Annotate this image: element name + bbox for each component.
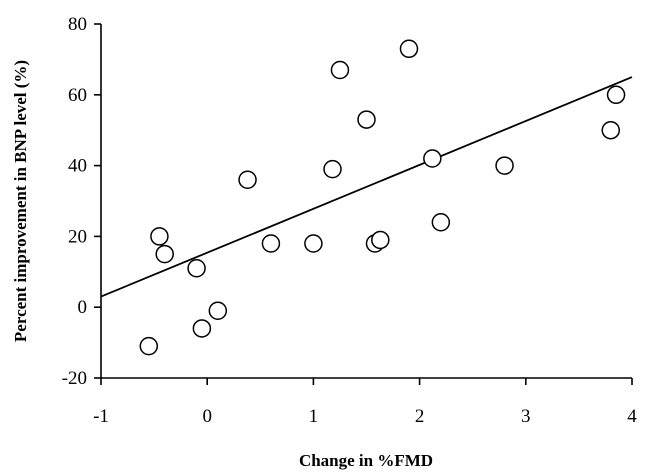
y-tick-label: 80 xyxy=(68,14,87,35)
x-axis-title: Change in %FMD xyxy=(299,451,433,470)
data-point xyxy=(155,244,174,264)
x-tick-label: 2 xyxy=(415,406,425,427)
data-point xyxy=(238,170,257,190)
y-tick-label: 60 xyxy=(68,85,87,106)
x-tick-label: 1 xyxy=(309,406,319,427)
y-axis: 80 60 40 20 0 -20 xyxy=(62,14,102,389)
data-point xyxy=(192,319,212,338)
y-tick-label: 20 xyxy=(68,226,87,247)
data-point xyxy=(304,234,323,253)
y-tick-label: 0 xyxy=(78,297,88,318)
data-point xyxy=(139,336,159,356)
x-tick-label: 0 xyxy=(202,406,212,427)
regression-line xyxy=(100,76,633,298)
x-tick-label: 4 xyxy=(627,406,637,427)
data-point xyxy=(330,60,350,80)
data-point xyxy=(208,301,228,320)
data-point xyxy=(399,39,419,59)
data-point xyxy=(423,149,442,168)
x-axis: -1 0 1 2 3 4 xyxy=(93,377,637,427)
data-point xyxy=(606,85,626,105)
data-point xyxy=(150,227,169,246)
data-point xyxy=(323,159,342,179)
data-point xyxy=(357,110,376,129)
y-tick-label: -20 xyxy=(62,368,87,389)
data-point xyxy=(495,156,514,175)
data-point xyxy=(431,212,451,232)
x-tick-label: -1 xyxy=(93,406,109,427)
data-point xyxy=(601,120,621,140)
y-axis-title: Percent improvement in BNP level (%) xyxy=(11,60,30,342)
data-point xyxy=(371,230,390,250)
data-point xyxy=(261,234,281,253)
data-point xyxy=(187,259,206,278)
data-points xyxy=(139,39,626,356)
x-tick-label: 3 xyxy=(521,406,531,427)
y-tick-label: 40 xyxy=(68,156,87,177)
